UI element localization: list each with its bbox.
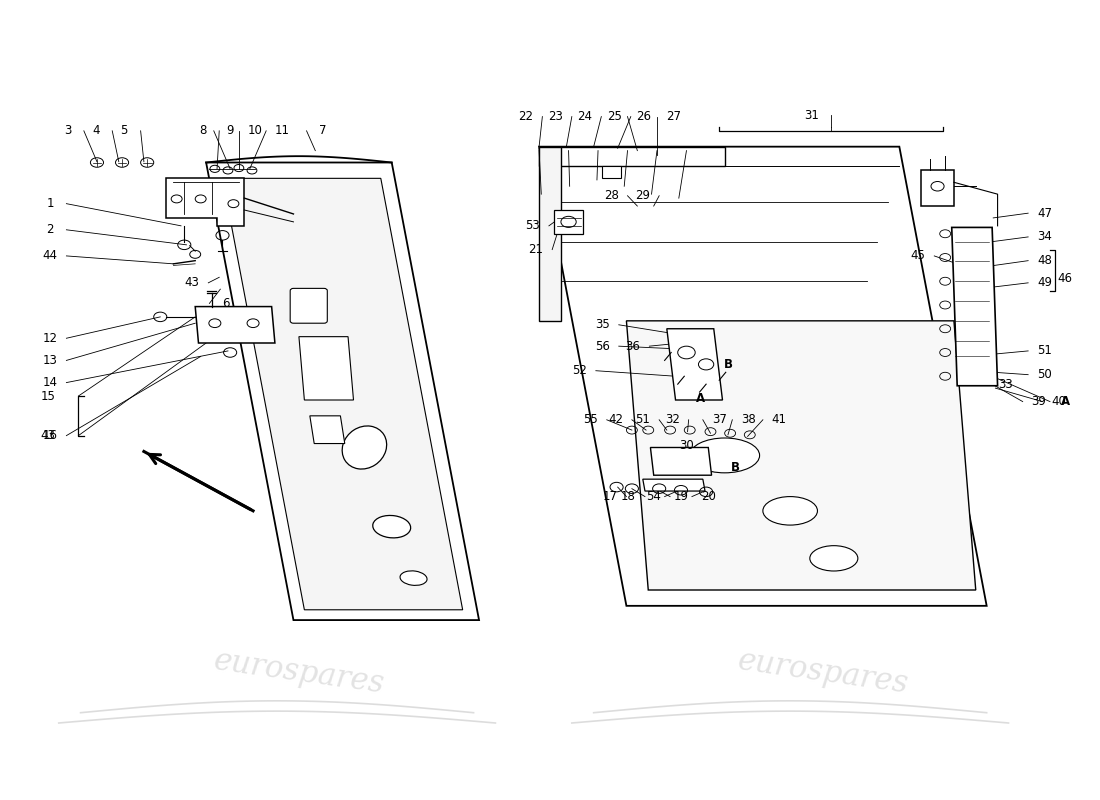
Text: 42: 42 bbox=[608, 414, 623, 426]
Text: 38: 38 bbox=[741, 414, 756, 426]
Text: 54: 54 bbox=[647, 490, 661, 503]
Text: 53: 53 bbox=[525, 219, 540, 232]
Text: 6: 6 bbox=[222, 297, 230, 310]
Text: 27: 27 bbox=[666, 110, 681, 123]
Text: 44: 44 bbox=[43, 250, 57, 262]
Text: 10: 10 bbox=[248, 124, 263, 138]
Ellipse shape bbox=[373, 515, 410, 538]
Text: eurospares: eurospares bbox=[736, 646, 911, 701]
Text: 48: 48 bbox=[1037, 254, 1052, 267]
Text: 21: 21 bbox=[528, 243, 543, 256]
Polygon shape bbox=[554, 210, 583, 234]
Text: 46: 46 bbox=[1058, 272, 1072, 286]
Text: 7: 7 bbox=[319, 124, 327, 138]
Text: 45: 45 bbox=[911, 250, 925, 262]
Text: 17: 17 bbox=[603, 490, 617, 503]
Text: 19: 19 bbox=[673, 490, 689, 503]
Polygon shape bbox=[539, 146, 725, 166]
Text: 25: 25 bbox=[607, 110, 621, 123]
Ellipse shape bbox=[810, 546, 858, 571]
Text: 37: 37 bbox=[712, 414, 727, 426]
Text: 36: 36 bbox=[626, 340, 640, 353]
Text: 12: 12 bbox=[43, 332, 57, 345]
Polygon shape bbox=[642, 479, 705, 491]
Text: 18: 18 bbox=[621, 490, 636, 503]
Ellipse shape bbox=[690, 438, 760, 473]
Text: 32: 32 bbox=[664, 414, 680, 426]
Text: 4: 4 bbox=[92, 124, 100, 138]
Text: 20: 20 bbox=[701, 490, 716, 503]
Text: 29: 29 bbox=[636, 190, 650, 202]
Text: A: A bbox=[1060, 395, 1070, 408]
Text: eurospares: eurospares bbox=[211, 646, 386, 701]
Text: B: B bbox=[724, 358, 733, 371]
Text: 16: 16 bbox=[43, 429, 57, 442]
Text: 14: 14 bbox=[43, 376, 57, 389]
Text: 56: 56 bbox=[595, 340, 609, 353]
Polygon shape bbox=[952, 227, 998, 386]
Text: 8: 8 bbox=[199, 124, 207, 138]
Text: 15: 15 bbox=[41, 390, 55, 402]
Text: 28: 28 bbox=[604, 190, 618, 202]
Text: 49: 49 bbox=[1037, 276, 1052, 290]
Polygon shape bbox=[626, 321, 976, 590]
Text: 51: 51 bbox=[636, 414, 650, 426]
Polygon shape bbox=[539, 146, 561, 321]
Polygon shape bbox=[667, 329, 723, 400]
Polygon shape bbox=[222, 178, 463, 610]
Ellipse shape bbox=[342, 426, 387, 469]
Polygon shape bbox=[299, 337, 353, 400]
Text: 51: 51 bbox=[1037, 345, 1052, 358]
Text: 39: 39 bbox=[1032, 395, 1046, 408]
Text: 43: 43 bbox=[185, 276, 199, 290]
Polygon shape bbox=[921, 170, 954, 206]
Text: 47: 47 bbox=[1037, 206, 1052, 220]
Text: 31: 31 bbox=[804, 109, 820, 122]
Text: 52: 52 bbox=[572, 364, 587, 378]
Text: 30: 30 bbox=[679, 438, 694, 452]
Text: 3: 3 bbox=[64, 124, 72, 138]
Text: 11: 11 bbox=[275, 124, 290, 138]
Text: 35: 35 bbox=[595, 318, 609, 331]
Polygon shape bbox=[310, 416, 344, 443]
Polygon shape bbox=[603, 166, 622, 178]
Polygon shape bbox=[166, 178, 244, 226]
Text: 23: 23 bbox=[548, 110, 563, 123]
Text: 33: 33 bbox=[998, 378, 1013, 390]
Ellipse shape bbox=[400, 571, 427, 586]
Text: 24: 24 bbox=[578, 110, 593, 123]
Text: 26: 26 bbox=[637, 110, 651, 123]
Text: 43: 43 bbox=[41, 429, 55, 442]
Text: 5: 5 bbox=[121, 124, 128, 138]
Text: 9: 9 bbox=[227, 124, 234, 138]
Text: B: B bbox=[732, 461, 740, 474]
Text: 1: 1 bbox=[46, 197, 54, 210]
Text: 22: 22 bbox=[518, 110, 534, 123]
Text: 50: 50 bbox=[1037, 368, 1052, 381]
Text: A: A bbox=[696, 392, 705, 405]
Ellipse shape bbox=[763, 497, 817, 525]
Polygon shape bbox=[539, 146, 987, 606]
Text: 13: 13 bbox=[43, 354, 57, 367]
FancyBboxPatch shape bbox=[290, 288, 328, 323]
Text: 55: 55 bbox=[583, 414, 597, 426]
Polygon shape bbox=[206, 162, 478, 620]
Text: 41: 41 bbox=[772, 414, 786, 426]
Polygon shape bbox=[195, 306, 275, 343]
Text: 40: 40 bbox=[1052, 395, 1066, 408]
Text: 34: 34 bbox=[1037, 230, 1052, 243]
Polygon shape bbox=[650, 447, 712, 475]
Text: 2: 2 bbox=[46, 223, 54, 236]
